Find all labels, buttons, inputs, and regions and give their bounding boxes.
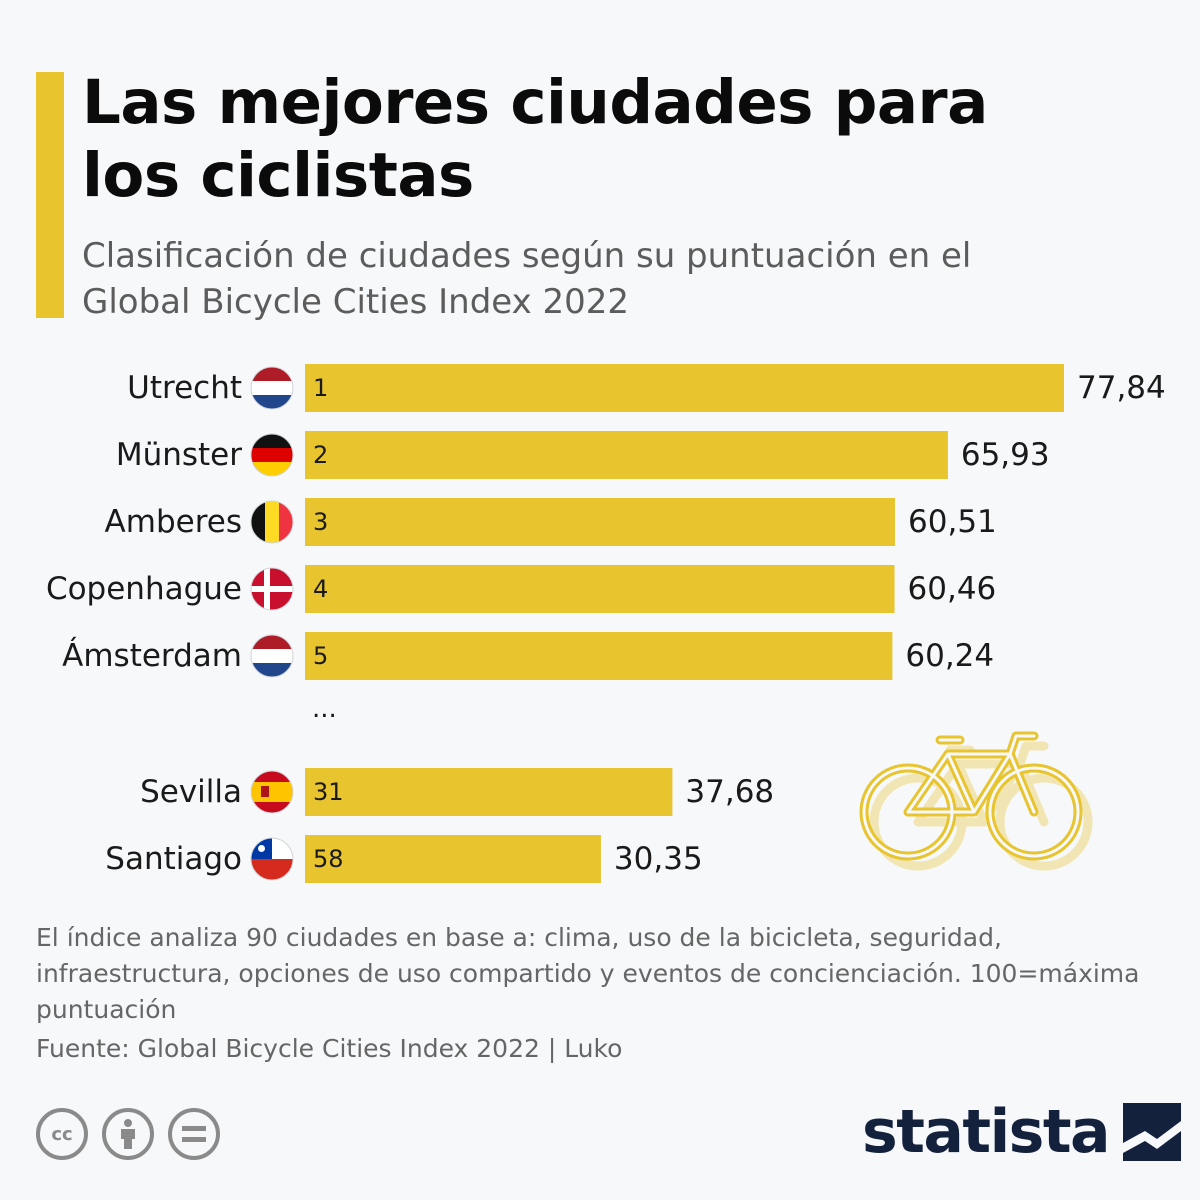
statista-logo-icon	[1123, 1103, 1182, 1161]
bar	[305, 565, 895, 613]
flag-netherlands-icon	[250, 634, 294, 678]
rank-label: 3	[313, 508, 328, 536]
accent-bar	[36, 72, 64, 318]
bar	[305, 498, 896, 546]
flag-spain-icon	[250, 770, 294, 814]
flag-chile-icon	[250, 837, 294, 881]
bar-row: Copenhague 4 60,46	[46, 565, 996, 613]
category-label: Utrecht	[127, 370, 242, 406]
page-subtitle: Clasificación de ciudades según su puntu…	[82, 236, 972, 322]
category-label: Copenhague	[46, 571, 242, 607]
value-label: 37,68	[685, 774, 774, 810]
bar	[305, 431, 948, 479]
bar-row: Santiago 58 30,35	[105, 835, 703, 883]
gap-ellipsis: ...	[312, 694, 337, 724]
page-title: Las mejores ciudades para los ciclistas	[82, 67, 988, 211]
value-label: 60,46	[908, 571, 997, 607]
bar-row: Utrecht 1 77,84	[127, 364, 1166, 412]
flag-germany-icon	[250, 433, 294, 477]
flag-belgium-icon	[250, 500, 294, 544]
category-label: Sevilla	[140, 774, 242, 810]
category-label: Santiago	[105, 841, 242, 877]
bar-chart: Utrecht 1 77,84 Münster 2 65,93 Amberes 3 60,51 C…	[46, 364, 1166, 883]
flag-denmark-icon	[250, 567, 294, 611]
bar-row: Münster 2 65,93	[116, 431, 1050, 479]
bar-row: Amberes 3 60,51	[105, 498, 997, 546]
bar	[305, 835, 601, 883]
value-label: 65,93	[961, 437, 1050, 473]
category-label: Münster	[116, 437, 242, 473]
rank-label: 4	[313, 575, 328, 603]
value-label: 60,24	[905, 638, 994, 674]
license-icons: cc	[36, 1108, 220, 1160]
category-label: Amberes	[105, 504, 242, 540]
rank-label: 58	[313, 845, 344, 873]
value-label: 60,51	[908, 504, 997, 540]
brand-text: statista	[862, 1097, 1111, 1167]
rank-label: 1	[313, 374, 328, 402]
bar-row: Ámsterdam 5 60,24	[62, 632, 994, 680]
cc-icon[interactable]: cc	[36, 1108, 88, 1160]
footnote: El índice analiza 90 ciudades en base a:…	[36, 923, 1140, 1024]
flag-netherlands-icon	[250, 366, 294, 410]
attribution-icon[interactable]	[102, 1108, 154, 1160]
category-label: Ámsterdam	[62, 638, 242, 674]
bicycle-icon	[859, 731, 1093, 871]
statista-logo[interactable]: statista	[862, 1092, 1182, 1172]
source-line: Fuente: Global Bicycle Cities Index 2022…	[36, 1034, 623, 1063]
bar	[305, 364, 1064, 412]
rank-label: 2	[313, 441, 328, 469]
bar	[305, 768, 673, 816]
rank-label: 31	[313, 778, 344, 806]
no-derivatives-icon[interactable]	[168, 1108, 220, 1160]
value-label: 77,84	[1077, 370, 1166, 406]
bar-row: Sevilla 31 37,68	[140, 768, 774, 816]
rank-label: 5	[313, 642, 328, 670]
value-label: 30,35	[614, 841, 703, 877]
bar	[305, 632, 893, 680]
